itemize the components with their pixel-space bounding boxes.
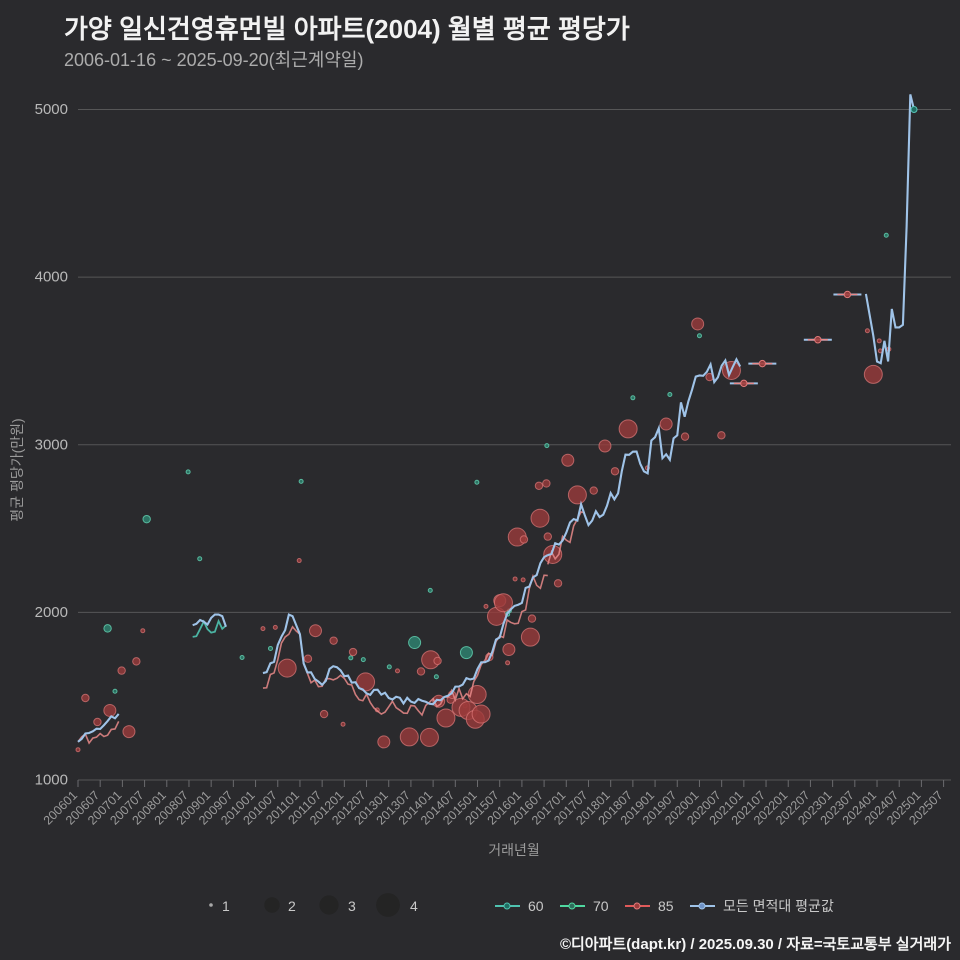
svg-text:85: 85 bbox=[658, 898, 674, 914]
svg-text:©디아파트(dapt.kr) / 2025.09.30 /: ©디아파트(dapt.kr) / 2025.09.30 / 자료=국토교통부 실… bbox=[560, 936, 951, 953]
svg-text:2: 2 bbox=[288, 898, 296, 914]
svg-text:모든 면적대 평균값: 모든 면적대 평균값 bbox=[723, 898, 834, 914]
svg-text:4000: 4000 bbox=[35, 269, 68, 286]
svg-text:60: 60 bbox=[528, 898, 544, 914]
svg-text:3000: 3000 bbox=[35, 436, 68, 453]
svg-text:70: 70 bbox=[593, 898, 609, 914]
svg-text:거래년월: 거래년월 bbox=[488, 842, 540, 858]
svg-text:평균 평당가(만원): 평균 평당가(만원) bbox=[9, 418, 25, 521]
svg-text:4: 4 bbox=[410, 898, 418, 914]
svg-text:5000: 5000 bbox=[35, 101, 68, 118]
svg-text:2000: 2000 bbox=[35, 604, 68, 621]
svg-text:1000: 1000 bbox=[35, 772, 68, 789]
svg-text:3: 3 bbox=[348, 898, 356, 914]
svg-text:1: 1 bbox=[222, 898, 230, 914]
